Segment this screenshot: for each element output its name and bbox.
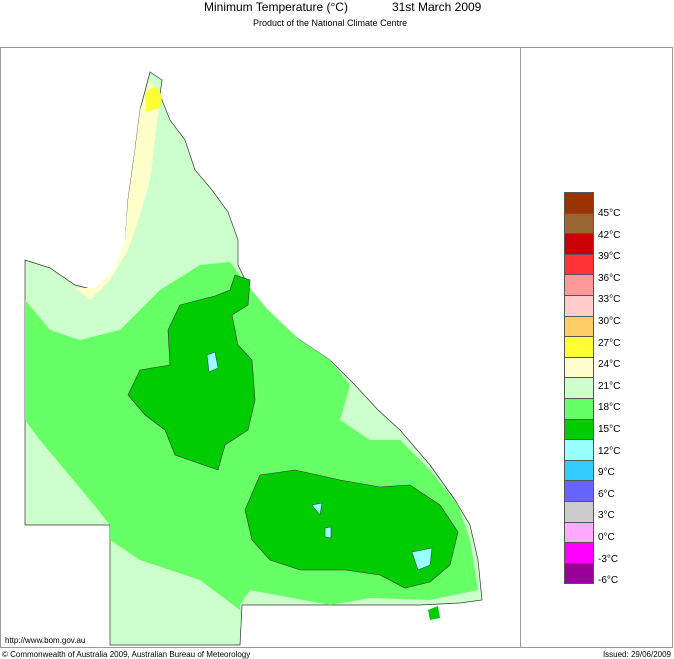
legend-swatch [564, 521, 594, 544]
region-9-12 [311, 502, 323, 516]
legend-label: 27°C [598, 337, 621, 349]
legend-swatch [564, 274, 594, 296]
legend-label: 30°C [598, 316, 621, 327]
legend-swatch [564, 212, 594, 235]
region-12-15-north [127, 274, 256, 471]
region-24-27 [145, 86, 162, 112]
legend-swatch [564, 294, 594, 317]
legend-swatch [564, 233, 594, 255]
legend-swatch [564, 253, 594, 276]
legend-swatch [564, 480, 594, 502]
map-title: Minimum Temperature (°C) 31st March 2009 [204, 0, 481, 14]
legend-label: 0°C [598, 532, 615, 543]
legend-label: 6°C [598, 488, 615, 500]
legend-label: 3°C [598, 510, 615, 522]
legend-swatch [564, 377, 594, 399]
legend-swatch [564, 562, 594, 585]
legend-swatch [564, 542, 594, 564]
legend-label: 21°C [598, 380, 621, 392]
legend-label: 39°C [598, 251, 621, 263]
legend-label: 18°C [598, 402, 621, 414]
legend-swatch [564, 192, 594, 214]
legend-label: -6°C [598, 575, 619, 587]
region-9-12 [411, 547, 433, 571]
legend-label: 12°C [598, 445, 621, 457]
legend-label: 45°C [598, 208, 621, 219]
issued-date: Issued: 29/06/2009 [602, 650, 671, 659]
copyright-text: © Commonwealth of Australia 2009, Austra… [2, 650, 251, 659]
legend-swatch [564, 418, 594, 441]
legend-swatch [564, 439, 594, 461]
legend-label: 36°C [598, 272, 621, 284]
map-date: 31st March 2009 [391, 0, 482, 14]
region-9-12 [324, 526, 332, 539]
website-link[interactable]: http://www.bom.gov.au [5, 636, 86, 645]
legend-label: 15°C [598, 424, 621, 435]
color-legend: 45°C 42°C 39°C 36°C 33°C 30°C 27°C 24°C 21°C 18°C… [564, 192, 620, 586]
region-9-12 [206, 351, 219, 373]
legend-swatch [564, 356, 594, 379]
region-12-15-coast [428, 606, 440, 620]
legend-label: 42°C [598, 229, 621, 241]
legend-swatch [564, 315, 594, 338]
map-frame [0, 47, 673, 648]
frame-divider [520, 47, 521, 648]
legend-swatch [564, 500, 594, 523]
legend-label: -3°C [598, 553, 619, 565]
legend-swatch [564, 459, 594, 482]
region-12-15-south [244, 469, 459, 589]
legend-label: 24°C [598, 359, 621, 371]
title-text: Minimum Temperature (°C) [204, 0, 348, 14]
legend-swatch [564, 336, 594, 358]
legend-label: 33°C [598, 294, 621, 306]
legend-label: 9°C [598, 467, 615, 479]
region-21-24 [75, 80, 160, 300]
legend-swatch [564, 397, 594, 420]
map-subtitle: Product of the National Climate Centre [253, 18, 408, 28]
